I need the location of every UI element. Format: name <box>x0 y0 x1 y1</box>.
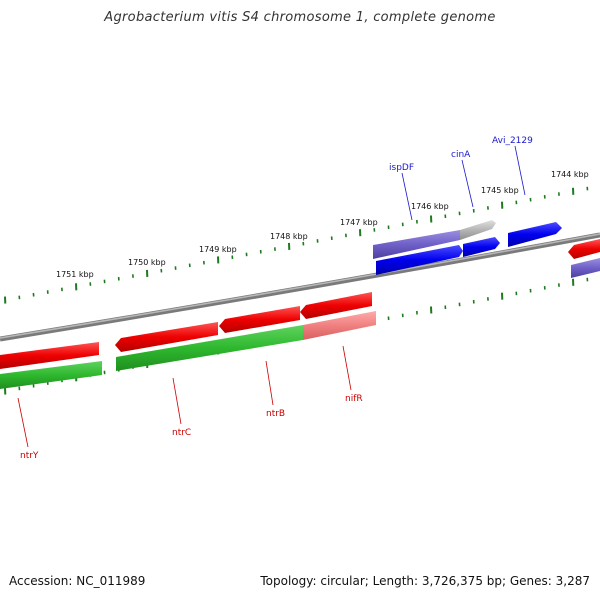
scale-labels: 1751 kbp 1750 kbp 1749 kbp 1748 kbp 1747… <box>56 170 589 279</box>
leader-ntrY <box>17 397 29 448</box>
gene-cinA-gray[interactable] <box>460 220 496 240</box>
leader-Avi_2129 <box>514 145 526 196</box>
gene-ntrC[interactable] <box>116 325 303 371</box>
scale-label-1750: 1750 kbp <box>128 258 166 267</box>
scale-label-1744: 1744 kbp <box>551 170 589 179</box>
scale-label-1746: 1746 kbp <box>411 202 449 211</box>
leader-cinA <box>461 159 474 208</box>
gene-label-ispDF[interactable]: ispDF <box>389 163 414 173</box>
gene-ntrY[interactable] <box>0 361 102 389</box>
scale-label-1748: 1748 kbp <box>270 232 308 241</box>
lower-gene-labels: ntrY ntrC ntrB nifR <box>17 345 363 461</box>
leader-ntrB <box>265 360 274 406</box>
chromosome-backbone-highlight <box>0 233 600 339</box>
gene-ntrB-reverse[interactable] <box>219 306 300 333</box>
gene-label-ntrC[interactable]: ntrC <box>172 428 191 438</box>
reverse-strand-genes <box>0 292 376 389</box>
gene-right-forward[interactable] <box>571 258 600 278</box>
leader-ispDF <box>401 172 413 221</box>
gene-label-ntrY[interactable]: ntrY <box>20 451 39 461</box>
map-title: Agrobacterium vitis S4 chromosome 1, com… <box>104 10 496 25</box>
forward-strand-genes <box>373 220 600 278</box>
gene-cinA[interactable] <box>463 237 500 257</box>
gene-label-nifR[interactable]: nifR <box>345 394 363 404</box>
gene-nifR-reverse[interactable] <box>300 292 372 319</box>
scale-label-1749: 1749 kbp <box>199 245 237 254</box>
topology-label: Topology: circular; Length: 3,726,375 bp… <box>260 574 590 588</box>
gene-ntrY-reverse[interactable] <box>0 342 99 369</box>
gene-label-cinA[interactable]: cinA <box>451 150 471 160</box>
scale-label-1745: 1745 kbp <box>481 186 519 195</box>
chromosome-backbone <box>0 232 600 342</box>
leader-nifR <box>342 345 352 391</box>
upper-gene-labels: ispDF cinA Avi_2129 <box>389 136 533 221</box>
accession-label: Accession: NC_011989 <box>9 574 146 588</box>
gene-ispDF[interactable] <box>376 245 463 275</box>
gene-Avi_2129[interactable] <box>508 222 562 247</box>
leader-ntrC <box>172 377 182 425</box>
gene-nifR[interactable] <box>303 311 376 340</box>
gene-label-ntrB[interactable]: ntrB <box>266 409 285 419</box>
scale-ticks-outer <box>4 186 589 304</box>
gene-ntrC-reverse[interactable] <box>115 322 218 352</box>
gene-ispDF-pale[interactable] <box>373 230 460 259</box>
scale-label-1747: 1747 kbp <box>340 218 378 227</box>
scale-label-1751: 1751 kbp <box>56 270 94 279</box>
gene-right-reverse[interactable] <box>568 239 600 259</box>
gene-label-Avi_2129[interactable]: Avi_2129 <box>492 136 533 146</box>
